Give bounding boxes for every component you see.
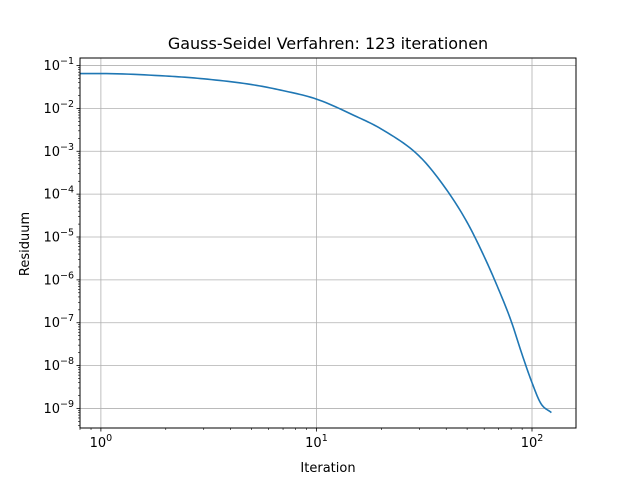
y-tick-label: 10−6 <box>43 270 74 288</box>
y-tick-label: 10−2 <box>43 99 74 117</box>
chart-title: Gauss-Seidel Verfahren: 123 iterationen <box>168 34 488 53</box>
plot-frame <box>79 57 577 429</box>
x-axis-label: Iteration <box>300 461 355 476</box>
grid-lines <box>80 58 576 428</box>
x-tick-label: 101 <box>305 433 328 451</box>
y-tick-label: 10−1 <box>43 56 74 74</box>
y-tick-label: 10−5 <box>43 228 74 246</box>
x-tick-label: 100 <box>90 433 113 451</box>
y-tick-label: 10−7 <box>43 313 74 331</box>
y-tick-label: 10−3 <box>43 142 74 160</box>
x-tick-label: 102 <box>521 433 544 451</box>
y-axis-label: Residuum <box>18 212 33 276</box>
residual-series-line <box>80 72 552 414</box>
axis-ticks: 100 101 102 10−1 10−2 10−3 10−4 10−5 10−6 10−7 10−… <box>43 56 543 451</box>
y-tick-label: 10−4 <box>43 185 74 203</box>
y-tick-label: 10−8 <box>43 356 74 374</box>
plot-series-group <box>80 72 552 414</box>
y-tick-label: 10−9 <box>43 399 74 417</box>
